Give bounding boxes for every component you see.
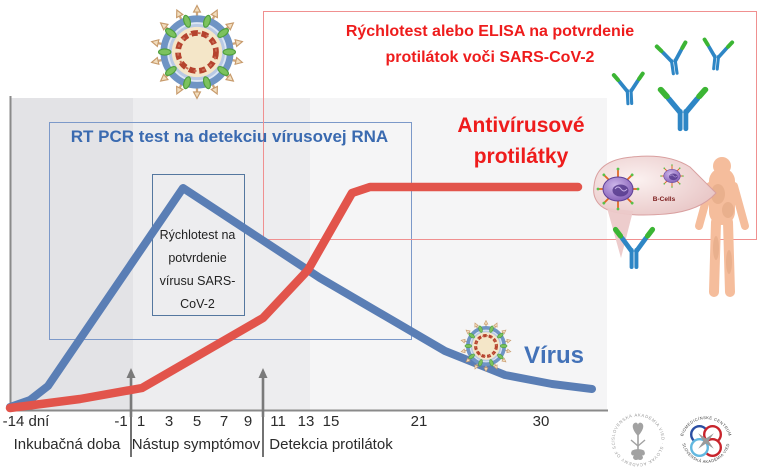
- x-tick-7: 7: [219, 413, 229, 430]
- rapid-virus-test-label: Rýchlotest na potvrdenie vírusu SARS-CoV…: [159, 228, 236, 311]
- x-tick-21: 21: [410, 413, 428, 430]
- biomedical-center-logo: BIOMEDICÍNSKE CENTRUM SLOVENSKÁ AKADÉMIA…: [679, 415, 733, 464]
- antibody-test-title-line1: Rýchlotest alebo ELISA na potvrdenie: [345, 23, 635, 40]
- antibody-test-title-line2: protilátok voči SARS-CoV-2: [385, 49, 595, 66]
- x-tick--1: -1: [114, 413, 128, 430]
- x-tick--14: -14 dní: [2, 413, 50, 430]
- svg-text:BIOMEDICÍNSKE CENTRUM: BIOMEDICÍNSKE CENTRUM: [679, 415, 733, 437]
- rt-pcr-title: RT PCR test na detekciu vírusovej RNA: [70, 127, 389, 146]
- x-tick-1: 1: [136, 413, 146, 430]
- x-tick-3: 3: [164, 413, 174, 430]
- antibody-test-title: Rýchlotest alebo ELISA na potvrdenie pro…: [333, 19, 647, 71]
- sav-logo-ring-text: SLOVENSKÁ AKADÉMIA VIED · SLOVAK ACADEMY…: [610, 412, 665, 467]
- svg-text:SLOVENSKÁ AKADÉMIA VIED · SL: SLOVENSKÁ AKADÉMIA VIED · SLOVAK ACADEMY…: [610, 412, 665, 467]
- zone-label-symptom-onset: Nástup symptómov: [131, 436, 261, 453]
- bmc-logo-ring-top-text: BIOMEDICÍNSKE CENTRUM: [679, 415, 732, 437]
- x-tick-5: 5: [192, 413, 202, 430]
- x-tick-13: 13: [297, 413, 315, 430]
- zone-label-incubation: Inkubačná doba: [13, 436, 121, 453]
- antibodies-label: Antivírusové protilátky: [457, 114, 585, 168]
- svg-text:SLOVENSKÁ AKADÉMIA VIED: SLOVENSKÁ AKADÉMIA VIED: [681, 443, 730, 464]
- virus-label: Vírus: [524, 342, 585, 369]
- zone-label-antibody-detection: Detekcia protilátok: [269, 436, 393, 453]
- x-tick-9: 9: [243, 413, 253, 430]
- bmc-logo-ring-bottom-text: SLOVENSKÁ AKADÉMIA VIED: [681, 443, 730, 464]
- sav-logo: SLOVENSKÁ AKADÉMIA VIED · SLOVAK ACADEMY…: [610, 412, 665, 467]
- coronavirus-icon-large: [151, 5, 243, 98]
- bmc-logo-star: [698, 433, 714, 449]
- x-tick-11: 11: [270, 413, 286, 430]
- x-tick-30: 30: [532, 413, 550, 430]
- x-tick-15: 15: [322, 413, 340, 430]
